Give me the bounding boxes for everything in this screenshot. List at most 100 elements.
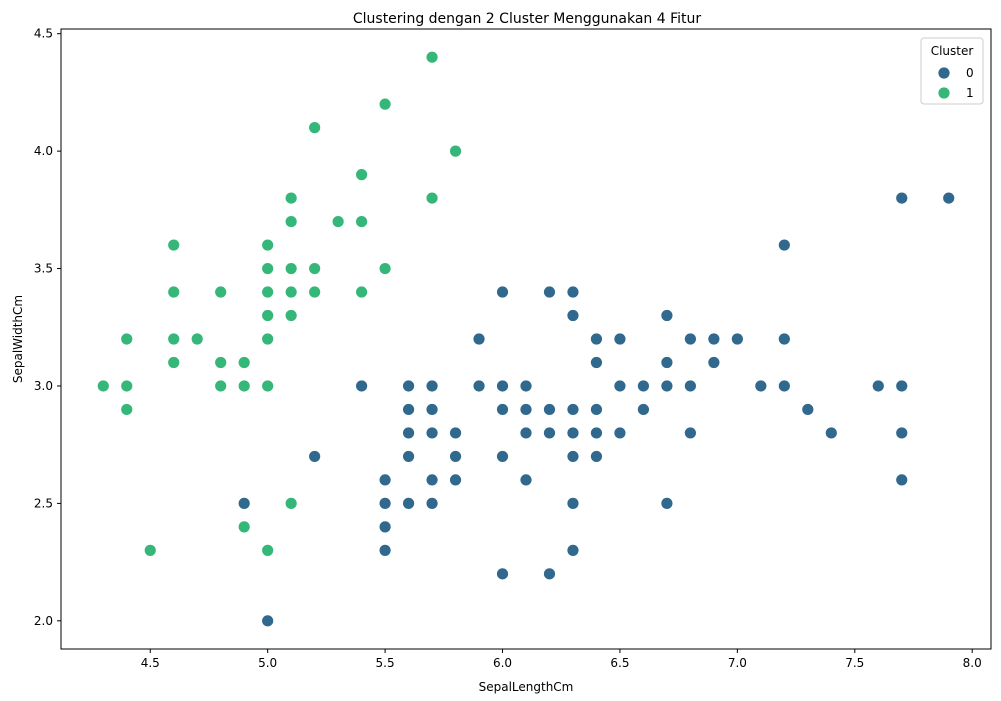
point-cluster-0-55 — [660, 356, 674, 369]
point-cluster-0-3 — [355, 379, 369, 393]
point-cluster-1-21 — [261, 262, 275, 275]
point-cluster-0-46 — [590, 356, 603, 369]
point-cluster-0-5 — [378, 520, 392, 534]
point-cluster-1-5 — [167, 356, 181, 369]
point-cluster-0-1 — [261, 614, 275, 628]
point-cluster-0-4 — [378, 543, 392, 557]
point-cluster-1-2 — [120, 379, 134, 393]
point-cluster-0-29 — [519, 426, 533, 440]
point-cluster-1-31 — [308, 121, 322, 135]
x-tick-label: 5.0 — [258, 656, 277, 670]
point-cluster-0-47 — [590, 332, 603, 346]
legend-label-0: 0 — [966, 66, 974, 80]
legend-title: Cluster — [931, 44, 974, 58]
point-cluster-0-71 — [895, 426, 909, 440]
point-cluster-0-52 — [637, 379, 650, 393]
x-tick-label: 7.5 — [845, 656, 864, 670]
point-cluster-1-35 — [355, 168, 369, 182]
point-cluster-0-38 — [566, 450, 580, 463]
point-cluster-0-19 — [449, 450, 462, 463]
point-cluster-0-54 — [660, 379, 674, 393]
plot-frame — [60, 28, 992, 650]
point-cluster-1-17 — [261, 379, 275, 393]
point-cluster-0-65 — [777, 332, 791, 346]
point-cluster-0-39 — [566, 426, 580, 440]
y-axis-label: SepalWidthCm — [11, 295, 25, 383]
point-cluster-0-43 — [590, 450, 603, 463]
point-cluster-0-17 — [425, 379, 439, 393]
point-cluster-1-15 — [237, 356, 251, 369]
point-cluster-1-36 — [378, 262, 392, 275]
point-cluster-0-0 — [237, 496, 251, 510]
y-tick-label: 3.0 — [34, 379, 53, 393]
point-cluster-0-64 — [777, 379, 791, 393]
point-cluster-0-42 — [566, 285, 580, 299]
x-tick-label: 7.0 — [728, 656, 747, 670]
point-cluster-0-34 — [543, 403, 556, 416]
point-cluster-1-8 — [167, 238, 181, 252]
x-tick-label: 8.0 — [963, 656, 982, 670]
point-cluster-0-33 — [543, 426, 556, 440]
point-cluster-1-34 — [355, 215, 369, 228]
point-cluster-1-12 — [214, 285, 228, 299]
point-cluster-0-10 — [402, 426, 415, 440]
point-cluster-1-38 — [425, 191, 439, 205]
point-cluster-0-21 — [472, 379, 486, 393]
point-cluster-0-26 — [496, 379, 509, 393]
point-cluster-0-24 — [496, 450, 509, 463]
x-axis-label: SepalLengthCm — [479, 680, 574, 694]
point-cluster-1-32 — [331, 215, 345, 228]
y-tick-label: 3.5 — [34, 262, 53, 276]
x-tick-label: 5.5 — [376, 656, 395, 670]
point-cluster-0-35 — [543, 285, 556, 299]
point-cluster-0-53 — [660, 496, 674, 510]
point-cluster-0-13 — [425, 496, 439, 510]
point-cluster-0-70 — [895, 473, 909, 487]
point-cluster-1-40 — [449, 144, 462, 158]
point-cluster-1-28 — [284, 191, 298, 205]
point-cluster-0-67 — [801, 403, 815, 416]
point-cluster-0-30 — [519, 403, 533, 416]
point-cluster-1-23 — [284, 496, 298, 510]
point-cluster-1-27 — [284, 215, 298, 228]
point-cluster-0-56 — [660, 309, 674, 322]
legend-box — [920, 37, 984, 105]
point-cluster-0-18 — [449, 473, 462, 487]
point-cluster-0-27 — [496, 285, 509, 299]
point-cluster-0-15 — [425, 426, 439, 440]
point-cluster-0-36 — [566, 543, 580, 557]
point-cluster-0-51 — [637, 403, 650, 416]
y-tick-label: 2.0 — [34, 614, 53, 628]
point-cluster-1-20 — [261, 285, 275, 299]
legend: Cluster 01 — [920, 37, 984, 105]
point-cluster-1-6 — [167, 332, 181, 346]
point-cluster-0-72 — [895, 379, 909, 393]
point-cluster-1-18 — [261, 332, 275, 346]
point-cluster-0-31 — [519, 379, 533, 393]
point-cluster-0-40 — [566, 403, 580, 416]
point-cluster-0-63 — [754, 379, 768, 393]
point-cluster-1-29 — [308, 285, 322, 299]
point-cluster-0-61 — [707, 332, 721, 346]
point-cluster-1-7 — [167, 285, 181, 299]
point-cluster-0-73 — [895, 191, 909, 205]
point-cluster-1-33 — [355, 285, 369, 299]
point-cluster-0-8 — [402, 496, 415, 510]
point-cluster-0-62 — [730, 332, 744, 346]
point-cluster-1-11 — [214, 356, 228, 369]
point-cluster-0-22 — [472, 332, 486, 346]
point-cluster-0-69 — [871, 379, 885, 393]
x-tick-label: 4.5 — [141, 656, 160, 670]
point-cluster-0-16 — [425, 403, 439, 416]
point-cluster-0-32 — [543, 567, 556, 581]
point-cluster-0-20 — [449, 426, 462, 440]
point-cluster-1-25 — [284, 285, 298, 299]
point-cluster-0-11 — [402, 403, 415, 416]
point-cluster-0-2 — [308, 450, 322, 463]
y-tick-label: 4.0 — [34, 144, 53, 158]
x-tick-label: 6.0 — [493, 656, 512, 670]
point-cluster-1-13 — [237, 520, 251, 534]
point-cluster-0-25 — [496, 403, 509, 416]
point-cluster-1-14 — [237, 379, 251, 393]
